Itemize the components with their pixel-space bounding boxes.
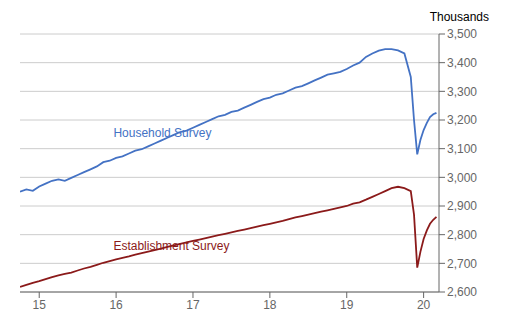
svg-text:2,600: 2,600	[447, 285, 477, 299]
svg-text:15: 15	[33, 298, 47, 312]
svg-text:18: 18	[263, 298, 277, 312]
svg-text:20: 20	[417, 298, 431, 312]
svg-text:19: 19	[340, 298, 354, 312]
svg-text:17: 17	[186, 298, 200, 312]
svg-text:2,700: 2,700	[447, 257, 477, 271]
svg-text:2,900: 2,900	[447, 199, 477, 213]
svg-text:3,400: 3,400	[447, 56, 477, 70]
svg-text:3,500: 3,500	[447, 27, 477, 41]
svg-text:16: 16	[109, 298, 123, 312]
svg-text:3,100: 3,100	[447, 142, 477, 156]
html-text:Thousands: Thousands	[429, 10, 489, 24]
svg-text:Household Survey: Household Survey	[113, 126, 211, 140]
svg-text:3,300: 3,300	[447, 85, 477, 99]
svg-text:Establishment Survey: Establishment Survey	[113, 239, 229, 253]
svg-text:3,000: 3,000	[447, 171, 477, 185]
svg-text:3,200: 3,200	[447, 113, 477, 127]
svg-text:2,800: 2,800	[447, 228, 477, 242]
